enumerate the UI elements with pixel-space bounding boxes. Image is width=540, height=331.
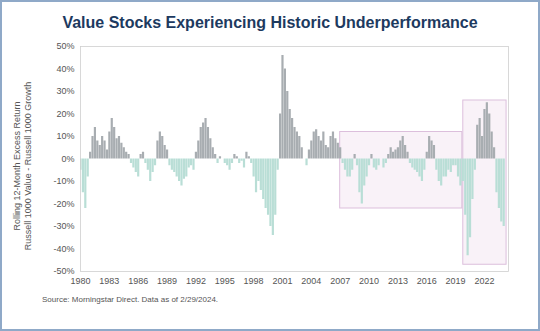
svg-text:1980: 1980 (70, 276, 90, 286)
svg-text:10%: 10% (56, 131, 74, 141)
html-text:Source: Morningstar Direct. Da: Source: Morningstar Direct. Data as of 2… (42, 295, 219, 304)
svg-text:-20%: -20% (53, 199, 74, 209)
svg-text:-50%: -50% (53, 266, 74, 276)
svg-text:1992: 1992 (186, 276, 206, 286)
svg-text:40%: 40% (56, 64, 74, 74)
svg-text:1995: 1995 (215, 276, 235, 286)
html-text:Rolling 12-Month Excess Return: Rolling 12-Month Excess Return Russell 1… (12, 81, 33, 250)
svg-text:2019: 2019 (446, 276, 466, 286)
svg-text:2004: 2004 (301, 276, 321, 286)
svg-text:2001: 2001 (272, 276, 292, 286)
svg-text:2007: 2007 (330, 276, 350, 286)
svg-text:1983: 1983 (99, 276, 119, 286)
svg-text:30%: 30% (56, 86, 74, 96)
svg-text:1989: 1989 (157, 276, 177, 286)
html-text:Value Stocks Experiencing Hist: Value Stocks Experiencing Historic Under… (62, 14, 478, 31)
svg-text:-10%: -10% (53, 176, 74, 186)
svg-text:20%: 20% (56, 109, 74, 119)
svg-text:50%: 50% (56, 41, 74, 51)
svg-text:2016: 2016 (417, 276, 437, 286)
svg-text:2010: 2010 (359, 276, 379, 286)
svg-text:-40%: -40% (53, 244, 74, 254)
svg-text:0%: 0% (61, 154, 74, 164)
svg-text:-30%: -30% (53, 221, 74, 231)
svg-text:2022: 2022 (474, 276, 494, 286)
svg-text:1986: 1986 (128, 276, 148, 286)
svg-text:1998: 1998 (244, 276, 264, 286)
svg-text:2013: 2013 (388, 276, 408, 286)
